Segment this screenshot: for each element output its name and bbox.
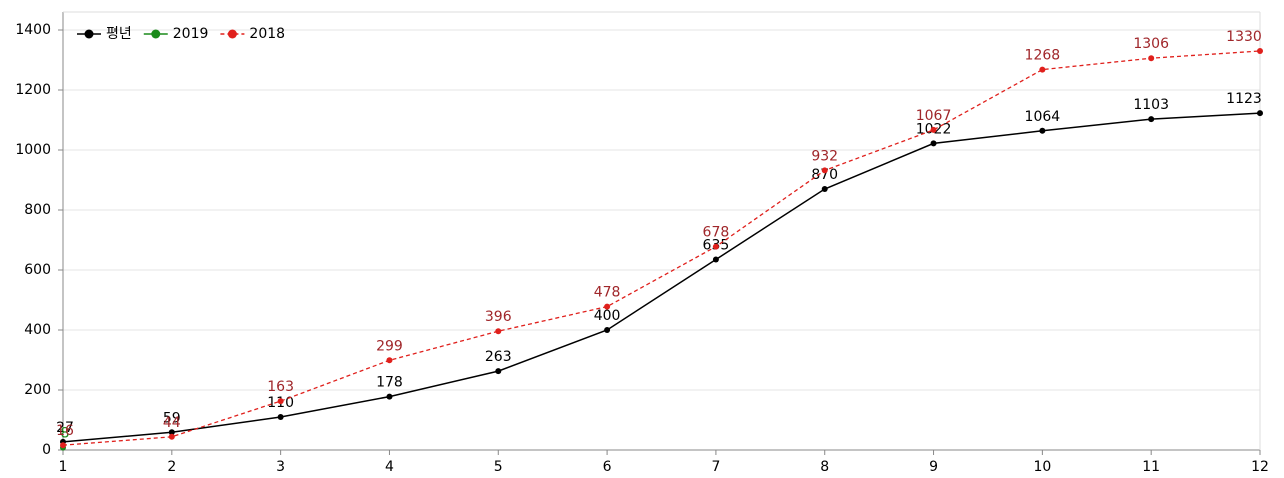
data-point — [604, 303, 611, 310]
value-label: 27 — [56, 420, 74, 436]
y-tick-label: 600 — [24, 262, 51, 278]
data-point — [821, 167, 828, 174]
x-tick-label: 4 — [385, 459, 394, 475]
data-point — [1039, 127, 1046, 134]
value-label: 263 — [485, 349, 512, 365]
data-point — [1257, 48, 1263, 54]
value-label: 932 — [811, 148, 838, 164]
x-tick-label: 3 — [276, 459, 285, 475]
value-label: 870 — [811, 167, 838, 183]
value-label: 678 — [703, 225, 730, 241]
data-point — [712, 243, 719, 250]
y-tick-label: 1400 — [15, 22, 51, 38]
x-tick-label: 2 — [167, 459, 176, 475]
x-tick-label: 11 — [1142, 459, 1160, 475]
y-tick-label: 200 — [24, 382, 51, 398]
value-label: 299 — [376, 338, 403, 354]
data-point — [1039, 66, 1046, 73]
value-label: 1103 — [1133, 97, 1169, 113]
value-label: 1268 — [1025, 48, 1061, 64]
data-point — [277, 398, 284, 405]
data-point — [495, 328, 502, 335]
data-point — [604, 327, 611, 333]
value-label: 478 — [594, 285, 621, 301]
legend-marker — [227, 29, 237, 39]
data-point — [821, 186, 828, 192]
value-label: 44 — [163, 415, 181, 431]
value-label: 1064 — [1025, 109, 1061, 125]
data-point — [1257, 110, 1263, 117]
y-tick-label: 400 — [24, 322, 51, 338]
data-point — [930, 126, 937, 133]
data-point — [60, 442, 66, 449]
data-point — [277, 414, 284, 420]
data-point — [712, 256, 719, 263]
series-line — [62, 50, 1261, 446]
data-point — [495, 368, 502, 375]
x-tick-label: 10 — [1033, 459, 1051, 475]
legend-label: 평년 — [106, 26, 132, 42]
value-label: 1330 — [1226, 29, 1262, 45]
x-tick-label: 9 — [929, 459, 938, 475]
value-label: 59 — [163, 410, 181, 426]
legend-marker — [151, 29, 161, 39]
value-label: 8 — [61, 426, 70, 442]
x-tick-label: 8 — [820, 459, 829, 475]
y-tick-label: 1000 — [15, 142, 51, 158]
x-tick-label: 5 — [494, 459, 503, 475]
data-point — [1148, 116, 1155, 123]
value-label: 1067 — [916, 108, 952, 124]
value-label: 396 — [485, 309, 512, 325]
series-line — [62, 112, 1261, 443]
value-label: 1306 — [1133, 36, 1169, 52]
value-label: 1123 — [1226, 91, 1262, 107]
data-point — [386, 357, 393, 364]
data-point — [168, 429, 175, 436]
data-point — [386, 393, 393, 400]
y-tick-label: 0 — [42, 442, 51, 458]
legend-label: 2019 — [173, 26, 209, 42]
y-tick-label: 800 — [24, 202, 51, 218]
x-tick-label: 12 — [1251, 459, 1269, 475]
x-tick-label: 6 — [603, 459, 612, 475]
legend-marker — [84, 29, 94, 39]
x-tick-label: 1 — [59, 459, 68, 475]
value-label: 400 — [594, 308, 621, 324]
data-point — [930, 140, 937, 147]
x-tick-label: 7 — [711, 459, 720, 475]
legend-label: 2018 — [249, 26, 285, 42]
data-point — [168, 433, 175, 440]
value-label: 178 — [376, 375, 403, 391]
data-point — [1148, 55, 1155, 62]
y-tick-label: 1200 — [15, 82, 51, 98]
value-label: 16 — [56, 423, 74, 439]
value-label: 163 — [267, 379, 294, 395]
